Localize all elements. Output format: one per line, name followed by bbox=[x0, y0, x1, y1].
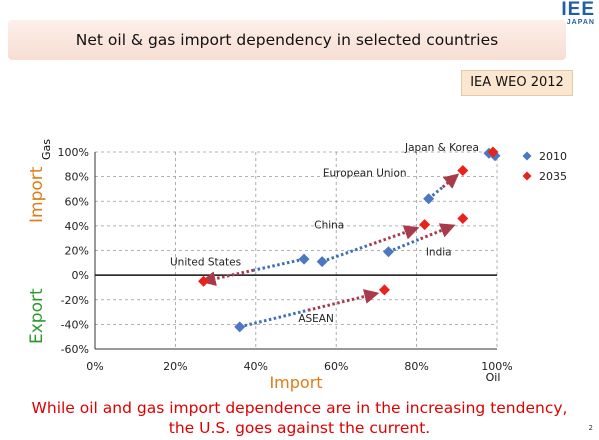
point-2010 bbox=[316, 256, 328, 268]
footer-line-1: While oil and gas import dependence are … bbox=[31, 399, 568, 417]
y-axis-title: Gas bbox=[40, 139, 53, 160]
y-tick-label: -40% bbox=[61, 318, 89, 331]
annotation-united-states: United States bbox=[170, 256, 241, 268]
y-tick-label: 60% bbox=[65, 195, 89, 208]
trajectory-asean-start bbox=[239, 308, 309, 329]
point-2010 bbox=[382, 246, 394, 258]
y-tick-label: 20% bbox=[65, 245, 89, 258]
title-banner: Net oil & gas import dependency in selec… bbox=[8, 20, 566, 60]
iee-japan-logo: IEE JAPAN bbox=[561, 0, 595, 27]
trajectory-european-union-start bbox=[427, 185, 444, 200]
annotation-india: India bbox=[426, 246, 452, 258]
point-2035 bbox=[487, 146, 499, 158]
page-title: Net oil & gas import dependency in selec… bbox=[75, 31, 499, 49]
point-2035 bbox=[198, 275, 210, 287]
annotation-asean: ASEAN bbox=[298, 313, 334, 325]
trajectory-china-arrow bbox=[368, 225, 420, 247]
trajectory-india-start bbox=[387, 237, 422, 254]
x-tick-label: 20% bbox=[163, 360, 187, 373]
trajectory-india-arrow bbox=[420, 223, 456, 241]
point-2035 bbox=[419, 219, 431, 231]
y-tick-label: -60% bbox=[61, 343, 89, 356]
y-tick-label: 40% bbox=[65, 220, 89, 233]
point-2035 bbox=[457, 212, 469, 224]
y-tick-label: 100% bbox=[58, 146, 89, 159]
y-tick-label: 80% bbox=[65, 171, 89, 184]
point-2010 bbox=[234, 321, 246, 333]
x-tick-label: 0% bbox=[86, 360, 103, 373]
legend-marker-2010 bbox=[522, 151, 532, 161]
trajectory-china-start bbox=[321, 243, 370, 263]
import-side-label: Import bbox=[27, 166, 47, 223]
legend-marker-2035 bbox=[522, 171, 532, 181]
source-badge: IEA WEO 2012 bbox=[461, 70, 573, 96]
point-2035 bbox=[457, 164, 469, 176]
page-number: 2 bbox=[588, 424, 593, 432]
legend-label-2010: 2010 bbox=[539, 150, 567, 163]
trajectory-united-states-arrow bbox=[200, 268, 255, 287]
export-side-label: Export bbox=[27, 288, 47, 344]
x-tick-label: 80% bbox=[404, 360, 428, 373]
legend: 2010 2035 bbox=[522, 150, 567, 183]
legend-label-2035: 2035 bbox=[539, 170, 567, 183]
annotation-japan-korea: Japan & Korea bbox=[404, 142, 479, 154]
x-axis-end-label: Oil bbox=[486, 371, 501, 384]
trajectory-united-states-start bbox=[253, 257, 305, 272]
y-tick-label: -20% bbox=[61, 294, 89, 307]
x-tick-label: 40% bbox=[244, 360, 268, 373]
point-2010 bbox=[298, 253, 310, 265]
logo-subtext: JAPAN bbox=[566, 19, 595, 26]
x-axis-title: Import bbox=[269, 373, 322, 392]
footer-line-2: the U.S. goes against the current. bbox=[168, 419, 431, 437]
y-tick-label: 0% bbox=[72, 269, 89, 282]
country-annotations: Japan & Korea European Union China India Uni… bbox=[170, 142, 479, 325]
axes: -60% -40% -20% 0% 20% 40% 60% 80% 100% 0% 20% 40% 60… bbox=[40, 139, 513, 392]
trajectory-asean-arrow bbox=[307, 289, 380, 312]
annotation-china: China bbox=[314, 219, 344, 231]
annotation-european-union: European Union bbox=[323, 168, 407, 180]
logo-text: IEE bbox=[561, 0, 595, 20]
data-points bbox=[198, 146, 501, 333]
x-tick-label: 100% bbox=[481, 360, 512, 373]
point-2010 bbox=[423, 193, 435, 205]
x-tick-label: 60% bbox=[324, 360, 348, 373]
trajectory-arrows bbox=[200, 173, 460, 329]
point-2035 bbox=[378, 284, 390, 296]
trajectory-european-union-arrow bbox=[441, 173, 460, 189]
